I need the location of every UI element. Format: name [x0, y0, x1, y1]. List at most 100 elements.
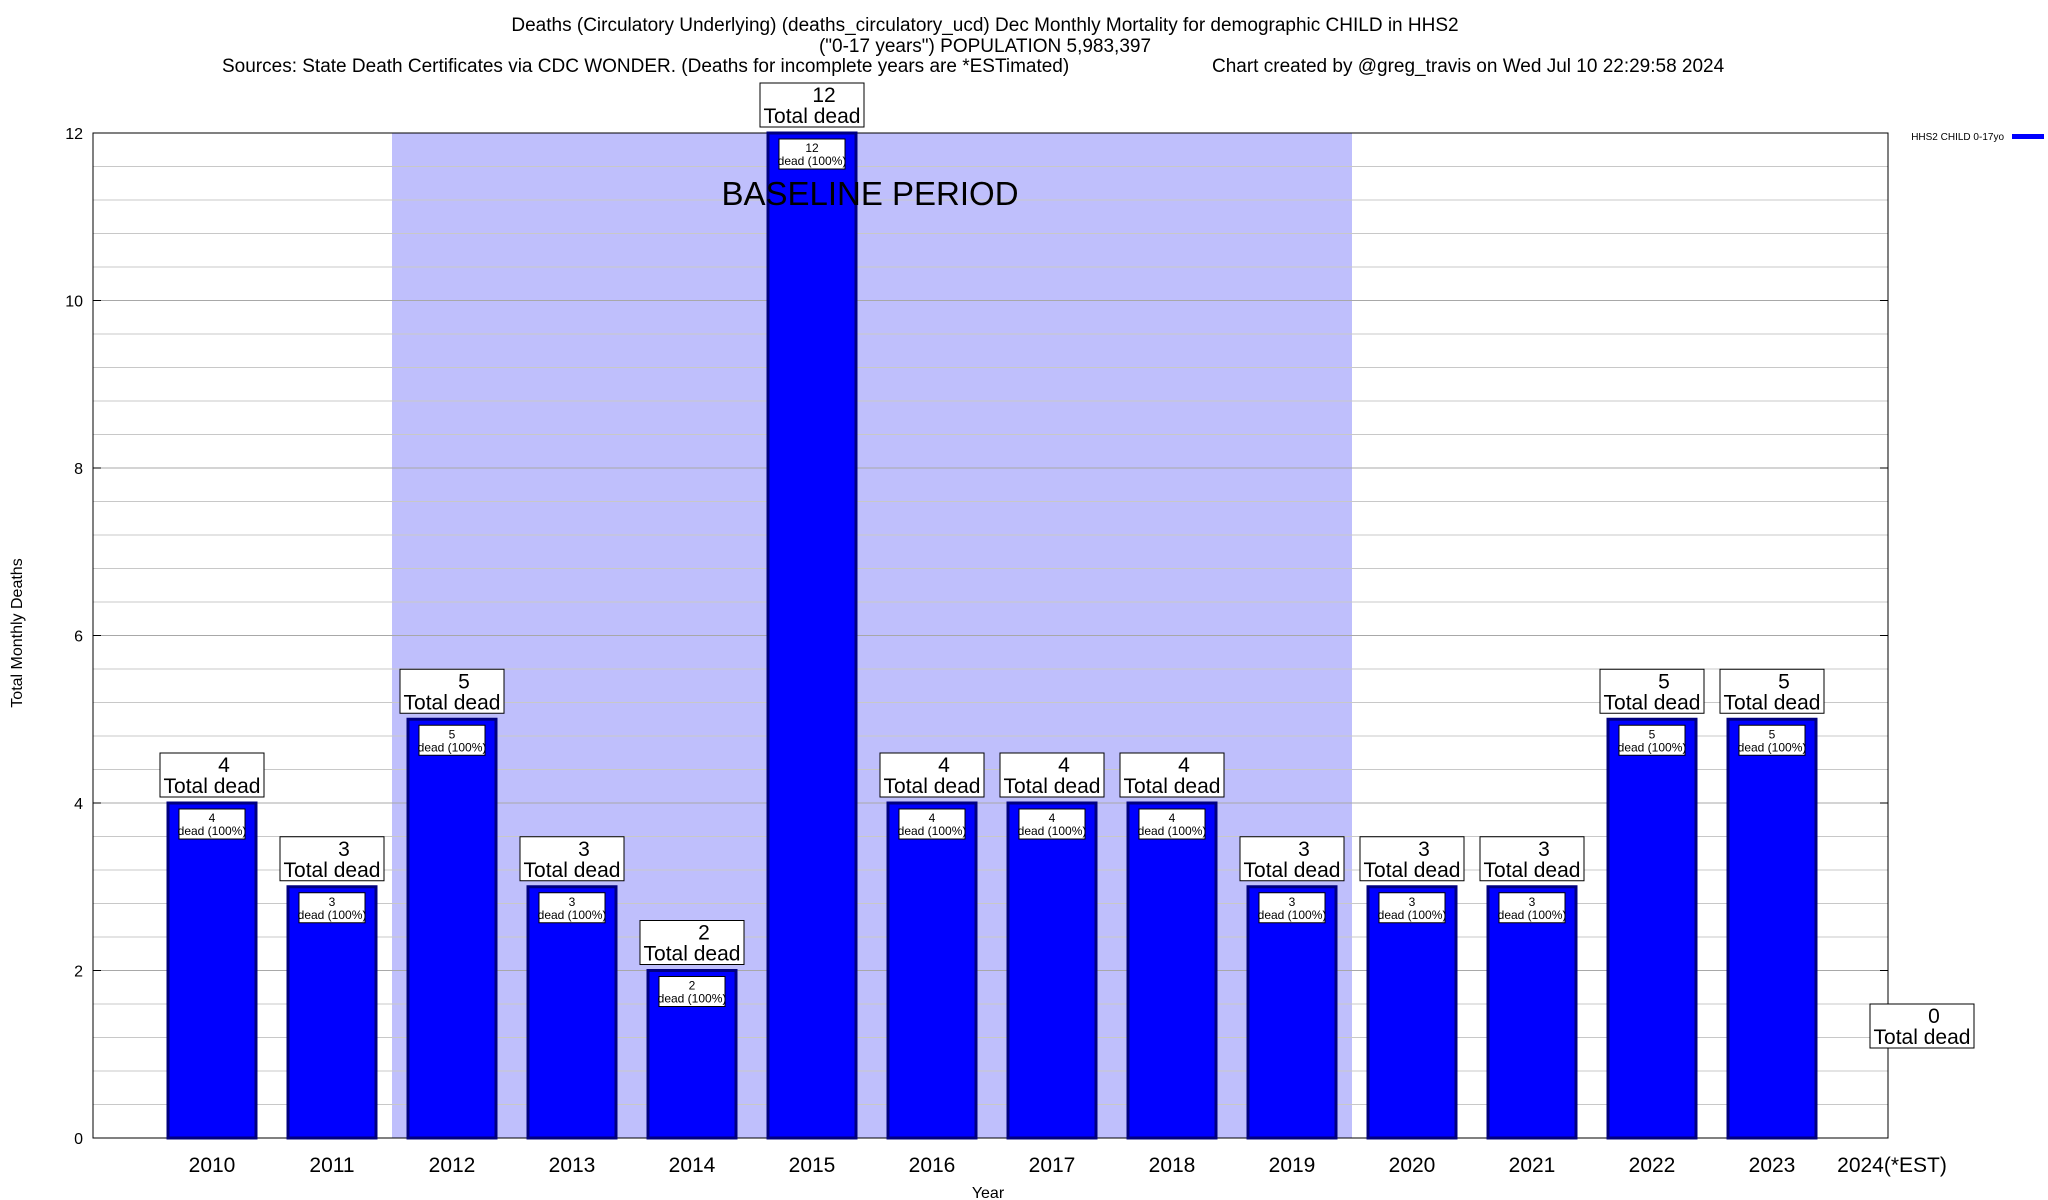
x-tick-label: 2011	[309, 1154, 354, 1177]
total-label-box	[1719, 668, 1825, 714]
inner-label-box	[1258, 892, 1326, 924]
x-tick-label: 2012	[429, 1154, 476, 1177]
total-label-count: 3	[338, 838, 350, 861]
inner-label-box	[418, 724, 486, 756]
total-label-text: Total dead	[644, 943, 741, 966]
total-label-box	[1869, 1003, 1975, 1049]
total-label-text: Total dead	[524, 859, 621, 882]
bar	[1606, 717, 1698, 1140]
y-tick-label: 2	[74, 964, 83, 981]
inner-label-box	[298, 892, 366, 924]
bar	[1246, 885, 1338, 1140]
total-label-box	[999, 752, 1105, 798]
total-label-count: 3	[1298, 838, 1310, 861]
inner-label-box	[1138, 808, 1206, 840]
inner-label-box	[538, 892, 606, 924]
x-tick-label: 2019	[1269, 1154, 1316, 1177]
total-label-box	[399, 668, 505, 714]
inner-label-box	[778, 138, 846, 170]
bar	[1726, 717, 1818, 1140]
chart-title-line2: ("0-17 years") POPULATION 5,983,397	[819, 36, 1151, 57]
total-label-text: Total dead	[1364, 859, 1461, 882]
total-label-text: Total dead	[164, 775, 261, 798]
x-tick-label: 2014	[669, 1154, 716, 1177]
inner-label-text: dead (100%)	[1378, 908, 1447, 922]
x-tick-label: 2020	[1389, 1154, 1436, 1177]
inner-label-box	[1378, 892, 1446, 924]
total-label-count: 3	[1538, 838, 1550, 861]
total-label-box	[1119, 752, 1225, 798]
total-label-text: Total dead	[284, 859, 381, 882]
y-tick-label: 4	[74, 796, 83, 813]
inner-label-count: 3	[1409, 895, 1416, 909]
total-label-box	[759, 82, 865, 128]
inner-label-count: 4	[1049, 811, 1056, 825]
x-tick-label: 2023	[1749, 1154, 1796, 1177]
inner-label-count: 5	[1649, 727, 1656, 741]
inner-label-text: dead (100%)	[1018, 824, 1087, 838]
total-label-text: Total dead	[1484, 859, 1581, 882]
total-label-count: 4	[1178, 754, 1190, 777]
total-label-count: 2	[698, 922, 710, 945]
inner-label-count: 4	[1169, 811, 1176, 825]
bar	[526, 885, 618, 1140]
inner-label-count: 5	[1769, 727, 1776, 741]
x-tick-label: 2010	[189, 1154, 236, 1177]
inner-label-count: 3	[1529, 895, 1536, 909]
inner-label-text: dead (100%)	[538, 908, 607, 922]
inner-label-text: dead (100%)	[418, 740, 487, 754]
inner-label-count: 3	[1289, 895, 1296, 909]
y-tick-label: 10	[65, 294, 83, 311]
total-label-box	[159, 752, 265, 798]
inner-label-box	[898, 808, 966, 840]
legend-swatch	[2012, 134, 2044, 139]
total-label-text: Total dead	[764, 105, 861, 128]
legend: HHS2 CHILD 0-17yo	[1911, 132, 2044, 143]
inner-label-box	[1498, 892, 1566, 924]
total-label-text: Total dead	[1004, 775, 1101, 798]
inner-label-text: dead (100%)	[178, 824, 247, 838]
inner-label-count: 4	[929, 811, 936, 825]
legend-label: HHS2 CHILD 0-17yo	[1911, 132, 2004, 143]
inner-label-text: dead (100%)	[1618, 740, 1687, 754]
inner-label-count: 2	[689, 979, 696, 993]
x-tick-label: 2018	[1149, 1154, 1196, 1177]
inner-label-count: 5	[449, 727, 456, 741]
bar	[766, 131, 858, 1140]
inner-label-box	[1018, 808, 1086, 840]
total-label-text: Total dead	[884, 775, 981, 798]
inner-label-text: dead (100%)	[1498, 908, 1567, 922]
total-label-count: 5	[1658, 670, 1670, 693]
total-label-box	[1359, 836, 1465, 882]
bar	[1126, 801, 1218, 1140]
total-label-count: 4	[938, 754, 950, 777]
bar	[166, 801, 258, 1140]
total-label-count: 0	[1928, 1005, 1940, 1028]
total-label-box	[519, 836, 625, 882]
total-label-count: 5	[1778, 670, 1790, 693]
total-label-box	[1239, 836, 1345, 882]
x-tick-label: 2024(*EST)	[1837, 1154, 1947, 1177]
bar	[286, 885, 378, 1140]
inner-label-text: dead (100%)	[298, 908, 367, 922]
total-label-box	[279, 836, 385, 882]
bar	[1486, 885, 1578, 1140]
x-tick-label: 2016	[909, 1154, 956, 1177]
chart-credit-text: Chart created by @greg_travis on Wed Jul…	[1212, 56, 1725, 77]
x-tick-label: 2013	[549, 1154, 596, 1177]
inner-label-box	[658, 976, 726, 1007]
bar	[1006, 801, 1098, 1140]
total-label-text: Total dead	[1124, 775, 1221, 798]
y-tick-label: 8	[74, 461, 83, 478]
total-label-text: Total dead	[1604, 691, 1701, 714]
inner-label-text: dead (100%)	[1738, 740, 1807, 754]
x-axis-label: Year	[972, 1185, 1005, 1200]
total-label-text: Total dead	[1874, 1026, 1971, 1049]
inner-label-count: 3	[569, 895, 576, 909]
inner-label-text: dead (100%)	[1258, 908, 1327, 922]
inner-label-count: 12	[805, 141, 819, 155]
total-label-count: 5	[458, 670, 470, 693]
total-label-box	[639, 920, 745, 965]
